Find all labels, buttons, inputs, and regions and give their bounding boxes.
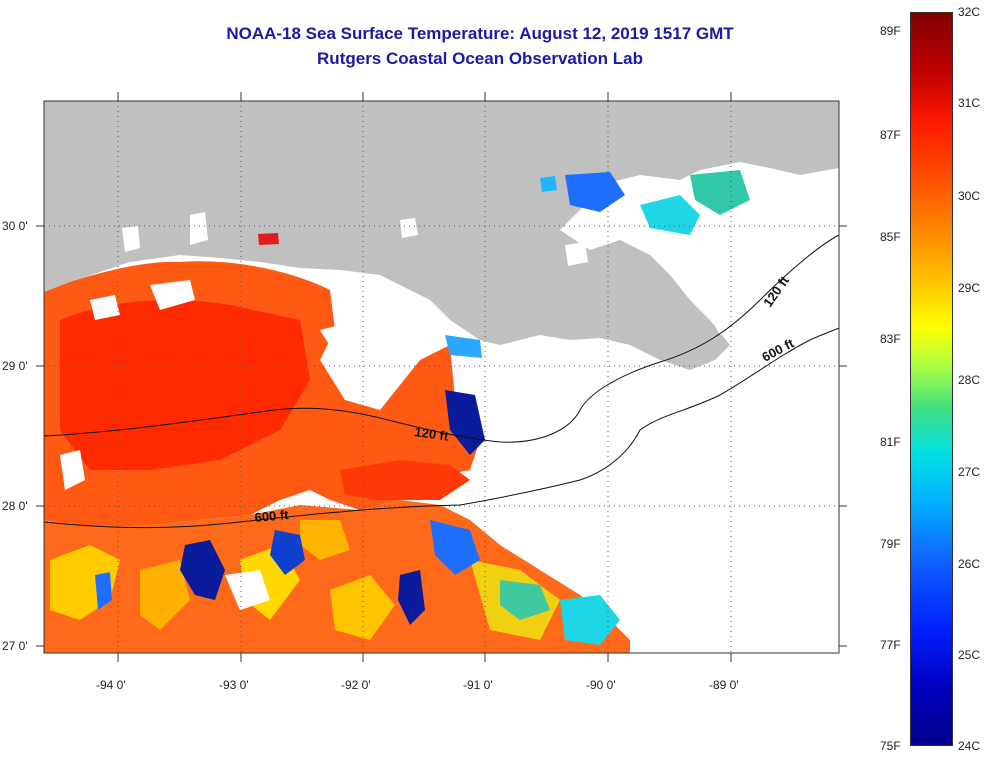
scale-label-f: 77F [880, 638, 901, 652]
scale-label-c: 25C [958, 648, 981, 662]
grid-lines [44, 101, 839, 653]
lat-label: 29 0' [2, 359, 28, 373]
scale-label-c: 27C [958, 465, 981, 479]
cloud-patch [225, 570, 270, 610]
sst-cold-patch [398, 570, 425, 625]
inland-patch [400, 218, 418, 238]
land-coast [44, 101, 839, 370]
sst-cold-patch [180, 540, 225, 600]
color-scale-bar [910, 12, 953, 746]
scale-label-c: 24C [958, 739, 981, 753]
cloud-patch [150, 280, 195, 310]
scale-label-c: 29C [958, 281, 981, 295]
cloud-patch [60, 450, 85, 490]
contour-120ft [44, 234, 839, 443]
lon-label: -92 0' [341, 678, 371, 692]
sst-yellow-patch [300, 520, 350, 560]
lon-label: -94 0' [96, 678, 126, 692]
scale-label-c: 32C [958, 5, 981, 19]
sst-field-hot [60, 300, 310, 470]
lon-label: -90 0' [586, 678, 616, 692]
sst-field-south [44, 500, 630, 653]
scale-label-f: 87F [880, 128, 901, 142]
scale-label-c: 26C [958, 557, 981, 571]
lat-label: 28 0' [2, 499, 28, 513]
scale-label-c: 31C [958, 96, 981, 110]
sst-cyan-patch [500, 580, 550, 620]
lon-label: -91 0' [463, 678, 493, 692]
scale-label-f: 83F [880, 332, 901, 346]
inland-cool [690, 170, 750, 215]
inland-cool [565, 172, 625, 212]
lon-label: -89 0' [709, 678, 739, 692]
sst-yellow-patch [330, 575, 395, 640]
lat-label: 27 0' [2, 639, 28, 653]
inland-patch [122, 226, 140, 252]
cloud-patch [320, 320, 410, 380]
sst-cold-patch [270, 530, 305, 575]
lat-label: 30 0' [2, 219, 28, 233]
sst-yellow-patch [140, 560, 190, 630]
contour-label: 120 ft [414, 424, 450, 444]
scale-label-f: 81F [880, 435, 901, 449]
scale-label-c: 30C [958, 189, 981, 203]
sst-cyan-patch [560, 595, 620, 645]
map-frame [43, 100, 840, 654]
scale-label-f: 79F [880, 537, 901, 551]
inland-cool [540, 176, 557, 192]
scale-label-f: 75F [880, 739, 901, 753]
axis-ticks [36, 92, 847, 662]
map-subtitle: Rutgers Coastal Ocean Observation Lab [317, 49, 643, 68]
inland-cool [640, 195, 700, 235]
contour-600ft [44, 327, 839, 529]
sst-cool-patch [445, 335, 482, 358]
sst-cold-patch [430, 520, 480, 575]
inland-hot [258, 233, 279, 245]
scale-label-f: 85F [880, 230, 901, 244]
inland-patch [190, 212, 208, 245]
delta-white [700, 195, 839, 340]
scale-label-f: 89F [880, 24, 901, 38]
sst-field-hot2 [340, 460, 470, 500]
cloud-patch [90, 295, 120, 320]
sst-cold-patch [95, 572, 112, 610]
inland-patch [565, 242, 588, 266]
lon-label: -93 0' [219, 678, 249, 692]
map-title: NOAA-18 Sea Surface Temperature: August … [226, 24, 734, 43]
contour-label: 600 ft [254, 507, 290, 525]
scale-label-c: 28C [958, 373, 981, 387]
